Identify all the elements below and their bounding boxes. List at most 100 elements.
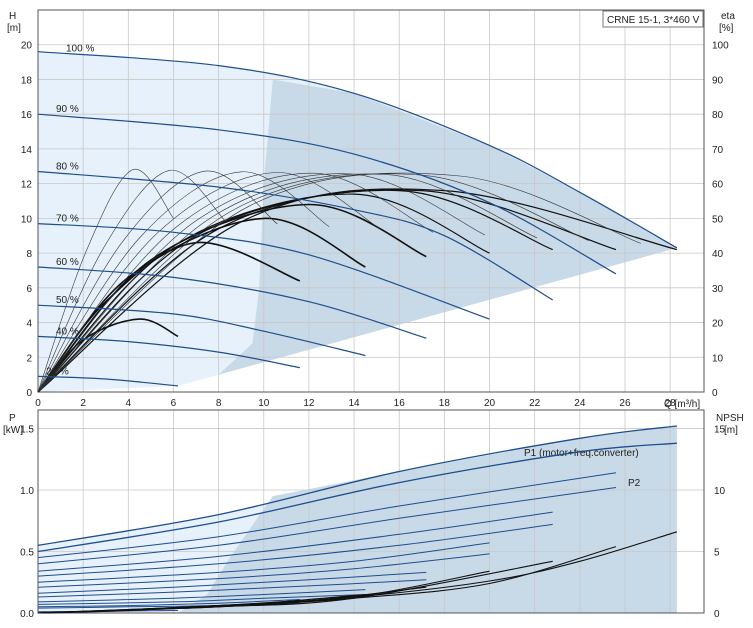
bottom-left-tick-label: 1.5 xyxy=(20,424,34,435)
top-right-tick-label: 60 xyxy=(712,180,724,191)
bottom-left-axis-title: P xyxy=(9,413,16,424)
head-curve xyxy=(37,170,554,301)
top-x-tick-label: 4 xyxy=(126,398,132,409)
head-curve-label: 21 % xyxy=(46,366,69,377)
top-right-tick-label: 80 xyxy=(712,110,724,121)
head-curve-label: 50 % xyxy=(56,295,79,306)
eta-curve-thin xyxy=(37,173,538,393)
bottom-right-tick-label: 0 xyxy=(714,609,720,620)
top-left-tick-label: 2 xyxy=(26,353,32,364)
top-left-tick-label: 18 xyxy=(21,75,33,86)
p1-series-label: P1 (motor+freq.converter) xyxy=(524,448,639,459)
top-x-tick-label: 20 xyxy=(484,398,496,409)
top-x-tick-label: 2 xyxy=(80,398,86,409)
operating-region-dark xyxy=(178,79,677,386)
head-curve-label: 70 % xyxy=(56,214,79,225)
top-x-tick-label: 8 xyxy=(216,398,222,409)
bottom-right-tick-label: 15 xyxy=(714,424,726,435)
p2-curve xyxy=(37,442,677,553)
top-right-axis-unit: [%] xyxy=(719,23,734,34)
top-right-tick-label: 0 xyxy=(712,388,718,399)
top-x-tick-label: 12 xyxy=(303,398,315,409)
head-curve xyxy=(37,113,617,275)
top-left-tick-label: 6 xyxy=(26,284,32,295)
eta-curve-thin xyxy=(37,172,382,393)
top-right-tick-label: 50 xyxy=(712,214,724,225)
top-x-tick-label: 16 xyxy=(394,398,406,409)
x-axis-title: Q [m³/h] xyxy=(664,399,700,410)
head-curve xyxy=(37,304,366,357)
bottom-left-tick-label: 0.5 xyxy=(20,547,34,558)
top-x-tick-label: 18 xyxy=(439,398,451,409)
power-curve xyxy=(37,472,617,559)
top-right-tick-label: 70 xyxy=(712,145,724,156)
head-curve-label: 80 % xyxy=(56,161,79,172)
top-x-tick-label: 6 xyxy=(171,398,177,409)
head-curve-label: 90 % xyxy=(56,104,79,115)
top-x-tick-label: 22 xyxy=(529,398,541,409)
head-curve-label: 40 % xyxy=(56,326,79,337)
power-curve xyxy=(37,542,490,583)
head-curve xyxy=(37,51,678,249)
eta-curve xyxy=(37,188,678,393)
head-curve xyxy=(37,266,427,339)
power-curve xyxy=(37,553,490,588)
top-left-tick-label: 4 xyxy=(26,319,32,330)
bottom-right-tick-label: 5 xyxy=(714,547,720,558)
top-right-tick-label: 90 xyxy=(712,75,724,86)
top-x-tick-label: 26 xyxy=(619,398,631,409)
top-right-tick-label: 10 xyxy=(712,353,724,364)
npsh-curve xyxy=(37,600,300,614)
power-curve xyxy=(37,599,300,608)
head-curve xyxy=(37,375,179,387)
top-left-axis-title: H xyxy=(9,11,16,22)
top-left-tick-label: 14 xyxy=(21,145,33,156)
top-left-tick-label: 12 xyxy=(21,180,33,191)
eta-curve-thin xyxy=(37,172,434,393)
top-plot-frame xyxy=(37,9,705,393)
top-x-tick-label: 28 xyxy=(665,398,677,409)
power-curve xyxy=(37,594,366,605)
power-curve xyxy=(37,511,553,572)
top-left-tick-label: 20 xyxy=(21,41,33,52)
bottom-plot-frame xyxy=(37,409,705,614)
top-right-tick-label: 40 xyxy=(712,249,724,260)
top-right-tick-label: 30 xyxy=(712,284,724,295)
top-right-tick-label: 20 xyxy=(712,319,724,330)
bottom-right-tick-label: 10 xyxy=(714,486,726,497)
power-curve xyxy=(37,487,617,565)
head-curve xyxy=(37,223,490,320)
head-curve-label: 100 % xyxy=(66,44,94,55)
power-curve xyxy=(37,523,553,577)
power-curve xyxy=(37,571,427,594)
eta-curve-thin xyxy=(37,173,590,393)
top-x-tick-label: 10 xyxy=(258,398,270,409)
p1-curve xyxy=(37,425,677,546)
head-curve-label: 60 % xyxy=(56,257,79,268)
power-curve xyxy=(37,589,366,603)
bottom-left-axis-unit: [kW] xyxy=(3,425,23,436)
top-left-tick-label: 16 xyxy=(21,110,33,121)
model-label: CRNE 15-1, 3*460 V xyxy=(607,15,700,26)
bottom-right-axis-title: NPSH xyxy=(716,413,744,424)
bottom-right-axis-unit: [m] xyxy=(724,425,738,436)
bottom-left-tick-label: 0.0 xyxy=(20,609,34,620)
top-x-tick-label: 0 xyxy=(35,398,41,409)
eta-curve-thin xyxy=(37,170,226,393)
eta-curve xyxy=(37,193,490,393)
power-curve xyxy=(37,579,427,598)
eta-curve-thin xyxy=(37,173,486,393)
top-x-tick-label: 24 xyxy=(574,398,586,409)
top-left-tick-label: 8 xyxy=(26,249,32,260)
top-right-axis-title: eta xyxy=(721,11,735,22)
top-right-tick-label: 100 xyxy=(712,41,729,52)
p2-series-label: P2 xyxy=(628,478,641,489)
top-x-tick-label: 14 xyxy=(349,398,361,409)
bottom-left-tick-label: 1.0 xyxy=(20,486,34,497)
model-label-box xyxy=(602,10,704,28)
eta-curve-thin xyxy=(37,170,278,393)
top-left-tick-label: 0 xyxy=(26,388,32,399)
head-curve xyxy=(37,335,301,369)
